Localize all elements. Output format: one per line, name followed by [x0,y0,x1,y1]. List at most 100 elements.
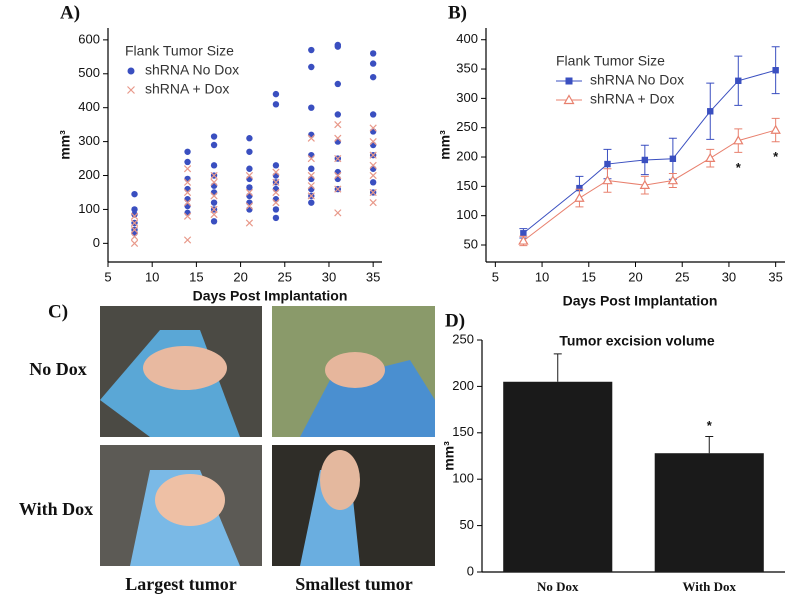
point [245,219,254,227]
column-label: Smallest tumor [295,574,412,594]
x-tick-label: No Dox [537,579,579,594]
point [210,189,218,196]
point [183,212,192,220]
y-tick-label: 0 [93,235,100,250]
y-tick-label: 600 [78,31,100,46]
point [130,232,139,241]
point [246,199,253,206]
x-tick-label: 10 [145,269,159,284]
point [272,178,280,186]
legend-marker [565,77,573,85]
point [334,185,342,193]
point [369,188,377,197]
x-tick-label: 35 [768,269,782,284]
point [334,175,342,183]
point [272,90,280,98]
point [130,226,139,234]
point [307,171,315,180]
y-tick-label: 400 [78,99,100,114]
point [210,192,218,200]
point [246,135,253,142]
legend-title: Flank Tumor Size [125,43,234,59]
legend-marker [127,86,135,94]
point [308,185,315,193]
point [308,104,315,111]
point [369,151,377,159]
point [369,60,377,67]
point [131,229,138,237]
point [272,206,280,213]
point [130,219,139,227]
point [184,209,191,217]
x-tick-label: 30 [722,269,736,284]
chart-title: Tumor excision volume [559,333,715,349]
y-tick-label: 200 [456,148,478,163]
y-axis-title: mm³ [441,441,457,471]
point [272,101,280,108]
point [735,77,742,84]
legend-label: shRNA No Dox [590,72,684,88]
y-axis-title: mm³ [437,130,453,160]
point [641,156,649,164]
point [334,43,342,50]
point [308,63,315,71]
point [210,199,218,206]
point [669,155,677,162]
legend-label: shRNA + Dox [590,91,674,107]
y-tick-label: 50 [460,517,474,532]
point [369,171,377,180]
point [574,192,585,202]
point [272,214,280,222]
point [707,108,714,115]
y-tick-label: 250 [456,119,478,134]
point [308,165,315,172]
mouse [143,346,227,390]
point [334,134,342,142]
point [308,199,315,206]
y-axis-title: mm³ [57,130,73,160]
point [369,199,377,207]
x-tick-label: 15 [582,269,596,284]
x-tick-label: 15 [189,269,203,284]
point [245,202,254,210]
column-label: Largest tumor [125,574,236,594]
point [308,131,315,139]
point [518,235,529,245]
point [246,206,253,213]
point [184,175,191,183]
y-tick-label: 200 [78,167,100,182]
point [183,178,192,186]
y-tick-label: 300 [78,133,100,148]
point [272,185,280,193]
significance: * [707,418,713,433]
point [307,154,315,163]
point [667,175,679,185]
legend-marker [127,67,135,75]
panel-label: B) [448,2,467,23]
point [369,161,377,169]
point [334,168,342,176]
row-label: With Dox [19,499,93,519]
point [334,111,342,118]
point [210,171,218,180]
point [520,230,527,237]
point [369,50,377,57]
point [210,178,218,186]
point [334,121,342,129]
x-tick-label: 30 [322,269,336,284]
y-tick-label: 100 [452,471,474,486]
point [246,175,253,183]
point [183,165,192,173]
point [576,184,583,192]
y-tick-label: 150 [452,424,474,439]
bar [654,453,764,572]
point [245,171,254,180]
point [369,165,377,172]
point [272,172,280,179]
x-axis-title: Days Post Implantation [563,293,718,309]
point [210,133,218,140]
point [334,209,342,217]
y-tick-label: 400 [456,31,478,46]
point [272,188,280,197]
